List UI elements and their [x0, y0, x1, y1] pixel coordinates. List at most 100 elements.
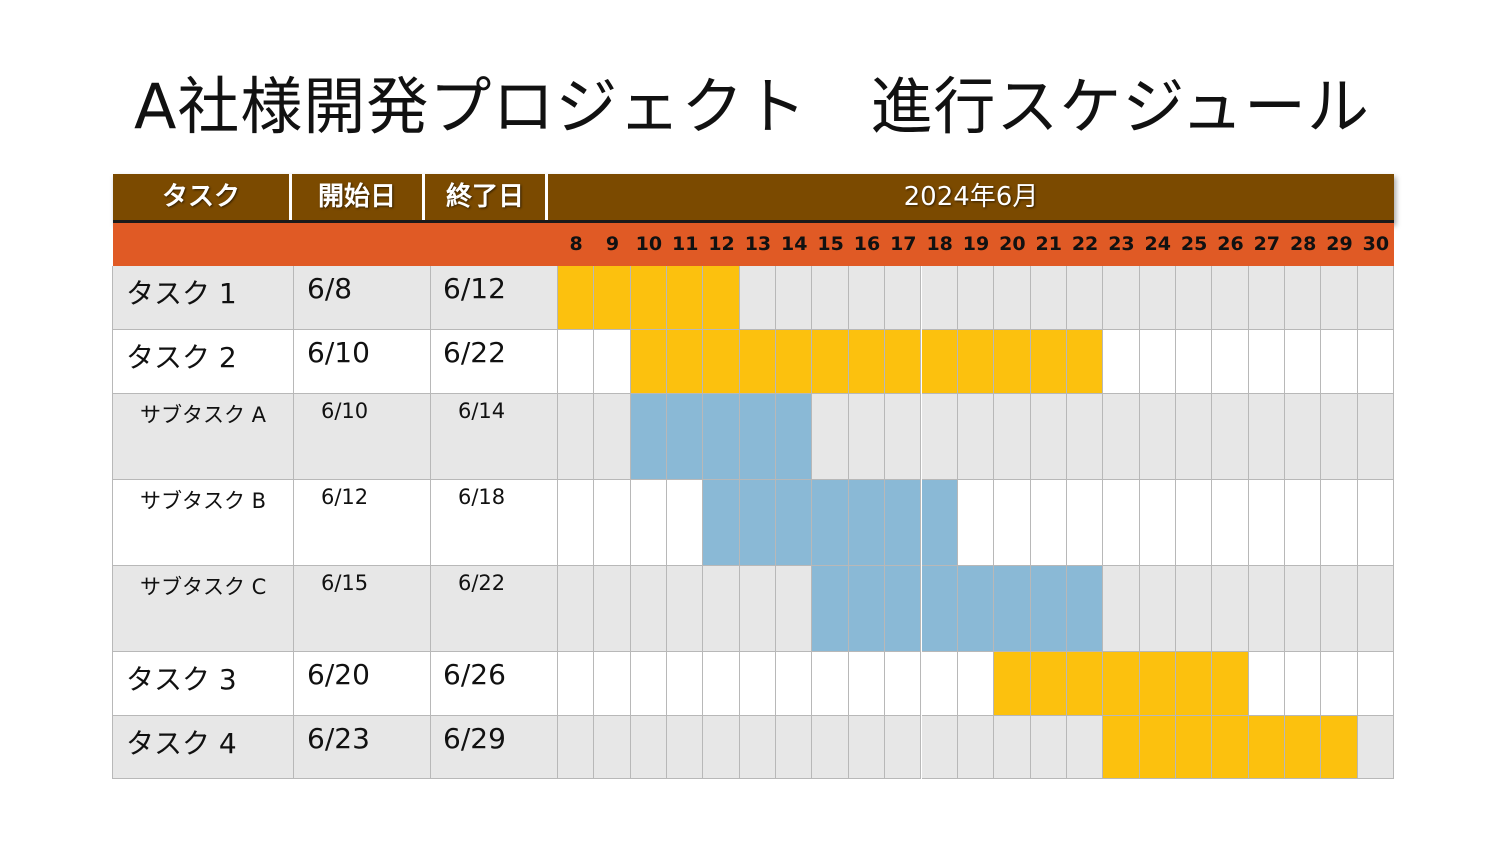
day-cell	[1066, 716, 1104, 779]
task-name: タスク 2	[126, 341, 237, 374]
day-cell	[812, 716, 849, 779]
header-divider	[545, 174, 548, 220]
day-cell	[1030, 266, 1067, 330]
day-number: 14	[781, 233, 808, 255]
day-cell	[1248, 652, 1285, 716]
day-cell	[1030, 480, 1067, 566]
day-cell	[558, 716, 595, 779]
task-bar-cell	[1175, 716, 1213, 779]
day-cell	[630, 480, 668, 566]
task-name-cell	[113, 330, 294, 394]
task-bar-cell	[1248, 716, 1285, 779]
day-cell	[1357, 716, 1395, 779]
start-date-cell	[294, 566, 431, 652]
day-cell	[812, 652, 849, 716]
day-cell	[594, 652, 631, 716]
task-bar-cell	[1103, 716, 1140, 779]
end-date-cell	[431, 566, 558, 652]
day-number: 13	[744, 233, 772, 255]
day-number: 24	[1144, 233, 1171, 255]
day-cell	[630, 716, 668, 779]
day-cell	[1285, 330, 1322, 394]
day-cell	[1103, 394, 1140, 480]
day-cell	[848, 652, 886, 716]
day-header-row: 8 9 10 11 12 13 14 15 16 17 18 19 20 21 22 23 24 25 26 27 28…	[113, 223, 1394, 266]
task-bar-cell	[994, 652, 1031, 716]
day-cell	[1103, 266, 1140, 330]
day-number: 28	[1289, 233, 1317, 255]
task-name-cell	[113, 566, 294, 652]
task-name-cell	[113, 652, 294, 716]
end-date: 6/22	[458, 571, 506, 595]
task-bar-cell	[703, 330, 740, 394]
day-cell	[1139, 330, 1176, 394]
day-cell	[957, 652, 995, 716]
subtask-bar-cell	[885, 480, 922, 566]
subtask-bar-cell	[885, 566, 922, 652]
day-cell	[1103, 480, 1140, 566]
start-date: 6/15	[321, 571, 369, 595]
day-cell	[1066, 480, 1104, 566]
day-cell	[776, 652, 813, 716]
end-date: 6/18	[458, 485, 506, 509]
task-name-cell	[113, 716, 294, 779]
day-cell	[812, 394, 849, 480]
day-cell	[594, 394, 631, 480]
page-title: A社様開発プロジェクト 進行スケジュール	[133, 70, 1371, 143]
start-date-cell	[294, 330, 431, 394]
day-cell	[1248, 566, 1285, 652]
day-cell	[1285, 394, 1322, 480]
start-date-cell	[294, 652, 431, 716]
task-bar-cell	[1066, 652, 1104, 716]
task-bar-cell	[1066, 330, 1104, 394]
task-bar-cell	[1212, 716, 1249, 779]
task-bar-cell	[1030, 652, 1067, 716]
day-cell	[848, 394, 886, 480]
day-cell	[957, 266, 995, 330]
subtask-bar-cell	[703, 394, 740, 480]
task-bar-cell	[776, 330, 813, 394]
end-date: 6/29	[443, 722, 506, 755]
day-cell	[703, 652, 740, 716]
day-number: 22	[1071, 233, 1099, 255]
day-number: 9	[605, 233, 620, 255]
task-bar-cell	[1139, 716, 1176, 779]
day-cell	[1285, 566, 1322, 652]
day-cell	[1248, 480, 1285, 566]
day-cell	[957, 394, 995, 480]
task-bar-cell	[1285, 716, 1322, 779]
start-date: 6/20	[307, 658, 370, 691]
subtask-bar-cell	[848, 480, 886, 566]
end-date: 6/14	[458, 399, 506, 423]
header-end-date: 終了日	[445, 182, 524, 212]
subtask-bar-cell	[921, 566, 958, 652]
day-cell	[667, 480, 704, 566]
subtask-bar-cell	[739, 394, 777, 480]
task-bar-cell	[1030, 330, 1067, 394]
day-cell	[1175, 566, 1213, 652]
header-task: タスク	[161, 182, 240, 212]
subtask-bar-cell	[921, 480, 958, 566]
subtask-bar-cell	[812, 480, 849, 566]
day-cell	[1248, 266, 1285, 330]
subtask-bar-cell	[776, 480, 813, 566]
header-month: 2024年6月	[903, 182, 1039, 212]
start-date: 6/23	[307, 722, 370, 755]
task-bar-cell	[885, 330, 922, 394]
end-date-cell	[431, 394, 558, 480]
start-date: 6/8	[307, 272, 353, 305]
day-cell	[739, 652, 777, 716]
task-bar-cell	[630, 266, 668, 330]
table-header: タスク 開始日 終了日 2024年6月	[113, 174, 1394, 223]
day-cell	[1321, 330, 1358, 394]
task-name: サブタスク C	[140, 575, 267, 599]
task-bar-cell	[1321, 716, 1358, 779]
day-number: 23	[1108, 233, 1135, 255]
day-cell	[1357, 566, 1395, 652]
day-number: 20	[999, 233, 1026, 255]
end-date-cell	[431, 266, 558, 330]
end-date: 6/22	[443, 336, 506, 369]
task-bar-cell	[594, 266, 631, 330]
day-cell	[848, 716, 886, 779]
day-number: 17	[890, 233, 917, 255]
